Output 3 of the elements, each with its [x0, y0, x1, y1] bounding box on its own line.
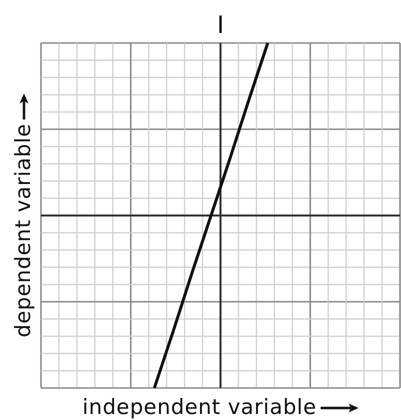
x-axis-title: independent variable	[82, 395, 317, 419]
y-axis-title: dependent variable	[11, 124, 35, 338]
chart-title: I	[216, 11, 224, 39]
